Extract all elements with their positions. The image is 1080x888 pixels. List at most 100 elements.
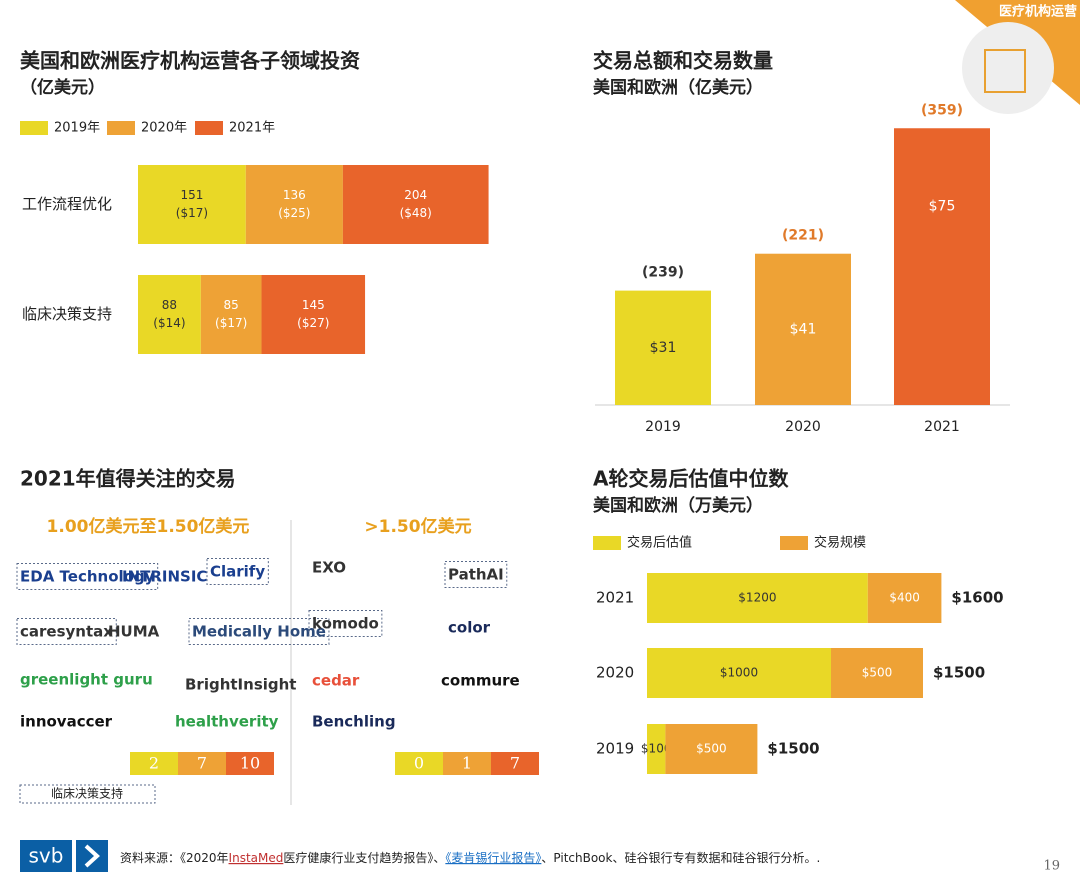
segment-label: $500 xyxy=(862,666,893,680)
count-value: 10 xyxy=(240,754,260,773)
bar-segment xyxy=(867,573,942,623)
legend-label: 2020年 xyxy=(141,121,187,136)
brand-chevron-box xyxy=(76,840,108,872)
category-label: 2020 xyxy=(596,664,634,682)
bar-segment xyxy=(200,275,262,354)
bar xyxy=(615,290,711,405)
count-value: 1 xyxy=(462,754,472,773)
segment-value: 151 xyxy=(180,188,203,202)
x-tick-label: 2020 xyxy=(785,419,821,435)
legend-swatch xyxy=(20,121,48,135)
bar-segment xyxy=(342,165,489,244)
source-part: 《麦肯锡行业报告》 xyxy=(445,850,541,865)
company-logo: HUMA xyxy=(108,623,160,641)
bar-segment xyxy=(138,275,201,354)
segment-label: $1000 xyxy=(720,666,758,680)
legend-label: 临床决策支持 xyxy=(51,786,123,801)
company-logo: EDA Technology xyxy=(20,568,155,586)
category-label: 工作流程优化 xyxy=(22,195,112,213)
company-logo: greenlight guru xyxy=(20,671,153,689)
company-logo: healthverity xyxy=(175,713,279,731)
source-part: InstaMed xyxy=(229,851,284,865)
page-number: 19 xyxy=(1043,859,1060,874)
count-box xyxy=(178,752,226,775)
category-label: 2021 xyxy=(596,589,634,607)
legend-label: 交易规模 xyxy=(814,535,866,551)
segment-label: $100 xyxy=(641,742,672,756)
segment-value: 88 xyxy=(162,298,177,312)
clinical-decision-box xyxy=(16,563,159,590)
count-value: 7 xyxy=(197,754,207,773)
segment-amount: ($48) xyxy=(400,206,432,220)
source-part: 、PitchBook、硅谷银行专有数据和硅谷银行分析。. xyxy=(541,850,820,865)
bar-segment xyxy=(647,724,666,774)
count-value: 7 xyxy=(510,754,520,773)
segment-amount: ($27) xyxy=(297,316,329,330)
bar-segment xyxy=(138,165,246,244)
chart-subtitle: 美国和欧洲（万美元） xyxy=(593,495,763,516)
category-label: 临床决策支持 xyxy=(22,305,112,323)
count-box xyxy=(491,752,539,775)
x-tick-label: 2021 xyxy=(924,419,960,435)
count-label: (239) xyxy=(642,265,684,281)
company-logo: Clarify xyxy=(210,563,265,581)
clinical-decision-box xyxy=(206,558,269,585)
clinical-decision-box xyxy=(308,610,383,637)
segment-amount: ($14) xyxy=(153,316,185,330)
icon xyxy=(984,49,1026,93)
count-value: 0 xyxy=(414,754,424,773)
company-logo: EXO xyxy=(312,559,346,577)
section-title: 2021年值得关注的交易 xyxy=(20,467,236,491)
header-tag: 医疗机构运营 xyxy=(999,4,1077,20)
company-logo: color xyxy=(448,619,491,637)
chart-title: 交易总额和交易数量 xyxy=(593,49,773,73)
legend-label: 交易后估值 xyxy=(627,535,692,551)
bar-segment xyxy=(647,573,868,623)
bar xyxy=(894,128,990,405)
bar xyxy=(755,253,851,405)
legend-label: 2019年 xyxy=(54,121,100,136)
company-logo: cedar xyxy=(312,672,360,690)
company-logo: commure xyxy=(441,672,520,690)
brand: svb xyxy=(29,844,64,868)
company-logo: INTRINSIC xyxy=(122,568,207,586)
column-heading: 1.00亿美元至1.50亿美元 xyxy=(47,516,250,537)
brand-box xyxy=(20,840,72,872)
chart-title: 美国和欧洲医疗机构运营各子领域投资 xyxy=(20,49,360,73)
segment-value: 204 xyxy=(404,188,427,202)
segment-value: 85 xyxy=(224,298,239,312)
bar-value-label: $31 xyxy=(650,340,677,356)
count-box xyxy=(443,752,491,775)
count-label: (359) xyxy=(921,102,963,118)
clinical-decision-box xyxy=(16,618,117,645)
icon-circle xyxy=(962,22,1054,114)
segment-value: 136 xyxy=(283,188,306,202)
source-note: 资料来源：《2020年InstaMed医疗健康行业支付趋势报告》、《麦肯锡行业报… xyxy=(120,850,820,865)
segment-label: $1200 xyxy=(738,591,776,605)
segment-label: $400 xyxy=(889,591,920,605)
bar-segment xyxy=(261,275,366,354)
count-box xyxy=(395,752,443,775)
chart-subtitle: （亿美元） xyxy=(20,77,105,98)
segment-amount: ($17) xyxy=(176,206,208,220)
segment-amount: ($25) xyxy=(278,206,310,220)
total-label: $1600 xyxy=(951,589,1003,607)
legend-swatch xyxy=(107,121,135,135)
chart-title: A轮交易后估值中位数 xyxy=(593,467,789,491)
bar-segment xyxy=(245,165,343,244)
count-value: 2 xyxy=(149,754,159,773)
count-box xyxy=(130,752,178,775)
category-label: 2019 xyxy=(596,740,634,758)
clinical-decision-box xyxy=(188,618,330,645)
source-part: 资料来源：《2020年 xyxy=(120,851,229,865)
company-logo: caresyntax xyxy=(20,623,113,641)
x-tick-label: 2019 xyxy=(645,419,681,435)
company-logo: Benchling xyxy=(312,713,396,731)
segment-label: $500 xyxy=(696,742,727,756)
legend-swatch xyxy=(780,536,808,550)
count-box xyxy=(226,752,274,775)
total-label: $1500 xyxy=(767,740,819,758)
company-logo: komodo xyxy=(312,615,379,633)
company-logo: PathAI xyxy=(448,566,504,584)
